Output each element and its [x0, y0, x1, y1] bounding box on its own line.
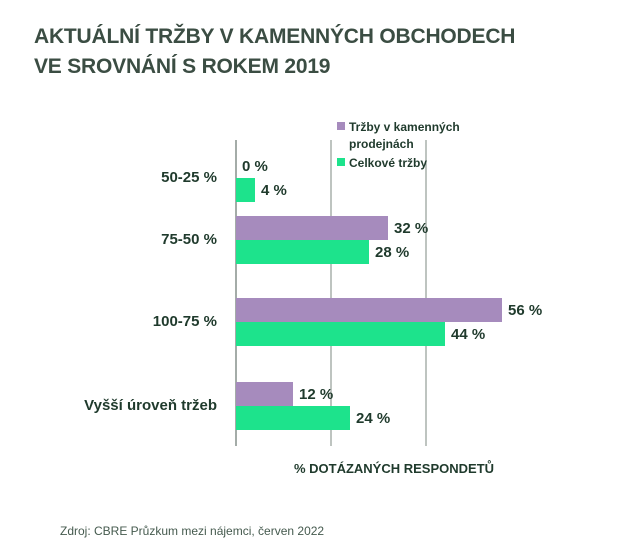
data-label: 32 %	[394, 220, 428, 237]
data-label: 44 %	[451, 326, 485, 343]
bar-store-sales	[236, 216, 388, 240]
legend-swatch-total-sales	[337, 158, 345, 166]
bar-store-sales	[236, 298, 502, 322]
legend-label-store-sales: Tržby v kamenných prodejnách	[349, 120, 460, 151]
x-axis-label: % DOTÁZANÝCH RESPONDETŮ	[294, 460, 494, 476]
category-label: 50-25 %	[161, 169, 217, 186]
chart-title: AKTUÁLNÍ TRŽBY V KAMENNÝCH OBCHODECH VE …	[34, 22, 614, 82]
chart-title-line-2: VE SROVNÁNÍ S ROKEM 2019	[34, 55, 331, 78]
data-label: 4 %	[261, 182, 287, 199]
data-label: 12 %	[299, 386, 333, 403]
bar-total-sales	[236, 178, 255, 202]
data-label: 56 %	[508, 302, 542, 319]
legend-swatch-store-sales	[337, 122, 345, 130]
bar-total-sales	[236, 406, 350, 430]
bar-total-sales	[236, 240, 369, 264]
data-label: 0 %	[242, 158, 268, 175]
category-label: 100-75 %	[153, 313, 217, 330]
chart-title-line-1: AKTUÁLNÍ TRŽBY V KAMENNÝCH OBCHODECH	[34, 25, 516, 48]
category-label: 75-50 %	[161, 231, 217, 248]
data-label: 28 %	[375, 244, 409, 261]
category-label: Vyšší úroveň tržeb	[84, 397, 217, 414]
bar-store-sales	[236, 382, 293, 406]
data-label: 24 %	[356, 410, 390, 427]
legend-label-total-sales: Celkové tržby	[349, 156, 427, 170]
bar-total-sales	[236, 322, 445, 346]
source-note: Zdroj: CBRE Průzkum mezi nájemci, červen…	[60, 524, 325, 538]
